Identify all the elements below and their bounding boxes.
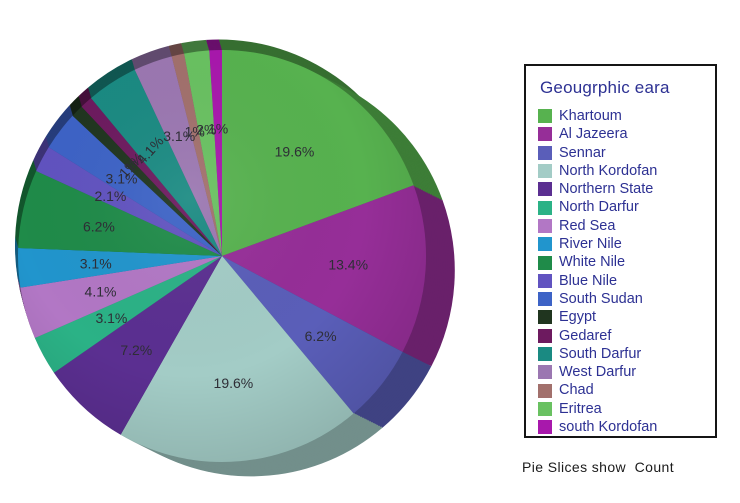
pie-percent-label: 3.1% [106,171,138,187]
pie-percent-label: 3.1% [95,310,127,326]
legend-item: North Kordofan [538,162,709,180]
legend-item-label: North Darfur [559,199,639,216]
pie-percent-label: 4.1% [85,284,117,300]
legend-item: Blue Nile [538,272,709,290]
legend-color-swatch [538,383,552,398]
pie-percent-label: 3.1% [163,128,195,144]
legend-item-label: Al Jazeera [559,126,628,143]
legend-color-swatch [538,401,552,416]
legend-item-label: Red Sea [559,217,616,234]
pie-chart: 19.6% 13.4% 6.2% 19.6% 7.2% 3.1% 4.1% 3.1% 6.2% 2… [14,39,455,477]
legend-item-label: South Darfur [559,345,642,362]
legend-color-swatch [538,237,552,252]
legend-item: Red Sea [538,217,709,235]
legend-item: South Darfur [538,345,709,363]
pie-percent-label: 19.6% [275,143,315,159]
legend-item: North Darfur [538,198,709,216]
legend-color-swatch [538,109,552,124]
legend-item: White Nile [538,253,709,271]
pie-percent-label: 13.4% [328,257,368,273]
pie-percent-label: 1% [185,123,205,139]
legend-item-label: Blue Nile [559,272,618,289]
legend-item: West Darfur [538,363,709,381]
legend-item: Chad [538,381,709,399]
pie-percent-label: 3.1% [80,255,112,271]
legend-color-swatch [538,420,552,435]
legend-item-label: Chad [559,382,594,399]
legend-item-label: Eritrea [559,400,602,417]
legend-item: Gedaref [538,327,709,345]
legend-item-label: Northern State [559,181,654,198]
pie-percent-label: 2% [196,121,216,137]
legend-item-label: North Kordofan [559,162,658,179]
pie-percent-label: 7.2% [120,342,152,358]
pie-footnote: Pie Slices show Count [522,459,674,475]
legend-color-swatch [538,164,552,179]
legend-item-label: White Nile [559,254,626,271]
legend-items: Khartoum Al Jazeera Sennar North Kordofan No… [538,107,709,436]
legend-color-swatch [538,182,552,197]
legend-item: south Kordofan [538,418,709,436]
legend-color-swatch [538,365,552,380]
legend-color-swatch [538,218,552,233]
pie-shading-overlay [18,50,426,462]
legend-item: Eritrea [538,400,709,418]
pie-percent-label: 2.1% [94,188,126,204]
legend-item-label: Gedaref [559,327,612,344]
legend-color-swatch [538,127,552,142]
legend-item-label: South Sudan [559,290,643,307]
legend-item: Al Jazeera [538,125,709,143]
legend-item-label: south Kordofan [559,419,658,436]
legend-item: Northern State [538,180,709,198]
legend-color-swatch [538,328,552,343]
pie-percent-label: 1% [208,120,228,136]
legend-item: Egypt [538,308,709,326]
legend-item-label: Khartoum [559,108,622,124]
legend-color-swatch [538,255,552,270]
legend-color-swatch [538,273,552,288]
legend-item-label: Egypt [559,309,597,326]
pie-percent-label: 6.2% [305,328,337,344]
legend-item-label: West Darfur [559,364,637,381]
legend-item: Sennar [538,144,709,162]
legend-color-swatch [538,310,552,325]
legend-color-swatch [538,200,552,215]
legend-color-swatch [538,145,552,160]
legend-item: South Sudan [538,290,709,308]
legend-item: River Nile [538,235,709,253]
pie-percent-label: 19.6% [214,375,254,391]
legend-color-swatch [538,292,552,307]
legend-color-swatch [538,347,552,361]
pie-percent-label: 6.2% [83,219,115,235]
legend-title: Geougrphic eara [540,78,670,97]
legend-item: Khartoum [538,107,709,125]
legend-item-label: Sennar [559,144,606,161]
legend-box: Geougrphic eara Khartoum Al Jazeera Sennar… [524,64,717,438]
legend-item-label: River Nile [559,236,622,253]
